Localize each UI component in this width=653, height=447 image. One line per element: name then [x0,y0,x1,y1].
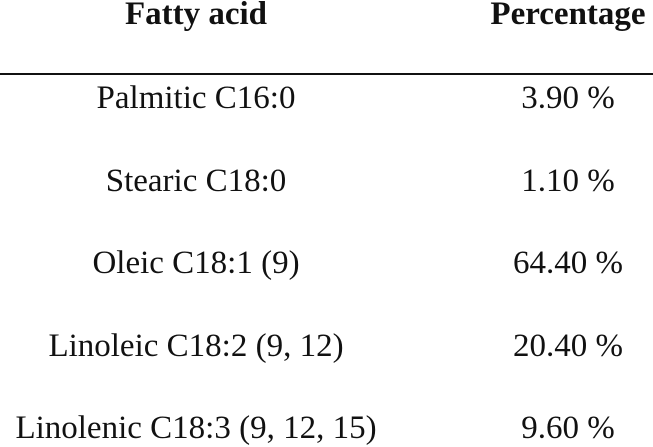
cell-fatty-acid: Oleic C18:1 (9) [92,245,300,281]
cell-percentage: 9.60 % [521,410,615,446]
cell-fatty-acid: Linolenic C18:3 (9, 12, 15) [15,410,377,446]
cell-percentage: 64.40 % [513,245,623,281]
cell-fatty-acid: Linoleic C18:2 (9, 12) [48,328,344,364]
cell-fatty-acid: Stearic C18:0 [105,163,287,199]
header-fatty-acid: Fatty acid [124,0,268,32]
header-percentage: Percentage [490,0,646,32]
cell-percentage: 1.10 % [521,163,615,199]
cell-fatty-acid: Palmitic C16:0 [96,80,296,116]
header-rule [0,73,653,75]
cell-percentage: 3.90 % [521,80,615,116]
cell-percentage: 20.40 % [513,328,623,364]
